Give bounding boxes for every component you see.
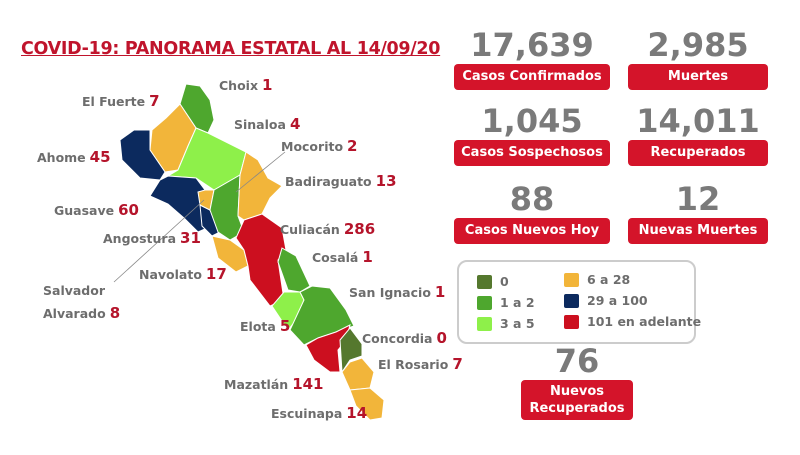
region-badiraguato	[237, 151, 283, 221]
legend-swatch	[564, 314, 579, 329]
label-choix: Choix 1	[219, 76, 273, 94]
legend-swatch	[477, 274, 492, 289]
label-sinaloa: Sinaloa 4	[234, 115, 301, 133]
stat-nuevas-muertes: 12 Nuevas Muertes	[628, 182, 768, 244]
label-culiacan: Culiacán 286	[280, 220, 376, 238]
stat-recuperados: 14,011 Recuperados	[628, 104, 768, 166]
region-cosala	[277, 247, 311, 293]
label-elota: Elota 5	[240, 317, 291, 335]
legend-swatch	[564, 272, 579, 287]
legend: 0 1 a 2 3 a 5 6 a 28 29 a 100 101 en ade…	[457, 260, 701, 344]
page-title: COVID-19: PANORAMA ESTATAL AL 14/09/20	[21, 39, 441, 59]
legend-item: 1 a 2	[477, 295, 535, 310]
label-ahome: Ahome 45	[37, 148, 111, 166]
stat-muertes: 2,985 Muertes	[628, 28, 768, 90]
legend-item: 101 en adelante	[564, 314, 701, 329]
stat-nuevos-recuperados: 76 Nuevos Recuperados	[521, 344, 633, 420]
label-guasave: Guasave 60	[54, 201, 139, 219]
label-angostura: Angostura 31	[103, 229, 201, 247]
label-el-rosario: El Rosario 7	[378, 355, 463, 373]
leader-line-salvador-alvarado	[113, 199, 205, 283]
legend-item: 29 a 100	[564, 293, 648, 308]
label-escuinapa: Escuinapa 14	[271, 404, 368, 422]
stat-casos-confirmados: 17,639 Casos Confirmados	[454, 28, 610, 90]
legend-swatch	[477, 316, 492, 331]
legend-item: 0	[477, 274, 509, 289]
label-navolato: Navolato 17	[139, 265, 227, 283]
leader-line-mocorito	[235, 151, 286, 193]
label-mazatlan: Mazatlán 141	[224, 375, 324, 393]
label-mocorito: Mocorito 2	[281, 137, 358, 155]
legend-swatch	[477, 295, 492, 310]
label-el-fuerte: El Fuerte 7	[82, 92, 160, 110]
legend-item: 3 a 5	[477, 316, 535, 331]
label-san-ignacio: San Ignacio 1	[349, 283, 446, 301]
stat-casos-sospechosos: 1,045 Casos Sospechosos	[454, 104, 610, 166]
label-concordia: Concordia 0	[362, 329, 447, 347]
legend-swatch	[564, 293, 579, 308]
region-escuinapa	[349, 387, 385, 421]
region-sinaloa	[166, 127, 247, 191]
label-cosala: Cosalá 1	[312, 248, 373, 266]
stat-casos-nuevos-hoy: 88 Casos Nuevos Hoy	[454, 182, 610, 244]
label-salvador-alvarado: Salvador Alvarado 8	[43, 283, 121, 322]
label-badiraguato: Badiraguato 13	[285, 172, 397, 190]
legend-item: 6 a 28	[564, 272, 630, 287]
